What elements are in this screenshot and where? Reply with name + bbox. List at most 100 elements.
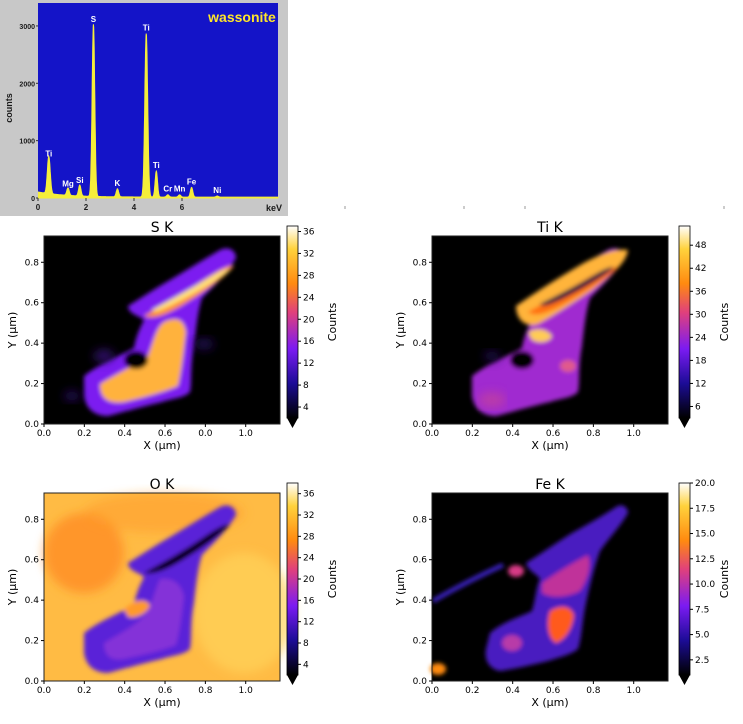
colorbar-gradient <box>286 482 299 676</box>
x-tick-label: 0.8 <box>586 686 601 696</box>
map-title: Ti K <box>536 220 563 236</box>
x-tick-label: 0.0 <box>37 686 52 696</box>
y-tick-label: 0.6 <box>413 556 428 566</box>
colorbar-tick-label: 36 <box>695 287 707 297</box>
y-tick-label: 3000 <box>19 24 35 31</box>
x-tick-label: 0.8 <box>198 686 213 696</box>
x-tick-label: 0.0 <box>198 429 213 439</box>
x-tick-label: 0.2 <box>465 686 479 696</box>
y-tick-label: 0.0 <box>413 677 428 687</box>
y-axis-label: Y (μm) <box>6 569 19 607</box>
map-title: S K <box>151 220 174 236</box>
x-tick-label: 4 <box>132 203 137 212</box>
colorbar-tick-label: 4 <box>303 403 309 413</box>
y-tick-label: 0.0 <box>25 420 40 430</box>
colorbar-gradient <box>678 482 691 676</box>
colorbar: 4 8 12 16 20 24 28 32 36 Counts <box>286 482 339 685</box>
map-s-k <box>43 235 281 425</box>
y-tick-label: 2000 <box>19 81 35 88</box>
x-tick-label: 1.0 <box>239 429 254 439</box>
colorbar-label: Counts <box>718 303 731 342</box>
colorbar-tick-label: 20 <box>303 315 315 325</box>
colorbar: 4 8 12 16 20 24 28 32 36 Counts <box>286 225 339 428</box>
x-axis-label: X (μm) <box>143 696 180 709</box>
colorbar-extend <box>287 418 298 428</box>
spectrum-title: wassonite <box>207 9 276 25</box>
y-tick-label: 0.2 <box>25 637 39 647</box>
colorbar-tick-label: 32 <box>303 511 314 521</box>
y-axis-label: Y (μm) <box>394 569 407 607</box>
colorbar-tick-label: 36 <box>303 227 315 237</box>
colorbar-tick-label: 18 <box>695 356 707 366</box>
peak-label-si: Si <box>76 176 84 185</box>
y-axis-label: Y (μm) <box>394 312 407 350</box>
x-tick-label: 1.0 <box>627 686 642 696</box>
axes-ti-k: Ti K 0.0 0.2 0.4 0.6 0.8 1.0 0.0 0.2 0.4 0.6 0.8 X (… <box>394 220 731 452</box>
x-tick-label: 0.4 <box>118 429 133 439</box>
colorbar-tick-label: 10.0 <box>695 580 715 590</box>
x-tick-label: 0.0 <box>37 429 52 439</box>
peak-label-ti: Ti <box>45 150 52 159</box>
y-tick-label: 0 <box>31 196 35 203</box>
x-tick-label: 0.0 <box>425 686 440 696</box>
colorbar-tick-label: 8 <box>303 639 309 649</box>
spectrum-plot-area <box>38 3 278 198</box>
x-tick-label: 0.2 <box>77 686 91 696</box>
map-fe-k <box>430 492 669 682</box>
colorbar-tick-label: 20.0 <box>695 479 715 489</box>
colorbar-extend <box>679 675 690 685</box>
map-axes: S K 0.0 0.2 0.4 0.6 0.0 1.0 0.0 0.2 0.4 0.6 0.8 X (μ… <box>6 220 731 709</box>
colorbar: 6 12 18 24 30 36 42 48 Counts <box>678 225 731 428</box>
peak-label-mn: Mn <box>174 185 186 194</box>
colorbar-tick-label: 12 <box>303 359 314 369</box>
y-tick-label: 0.2 <box>413 380 427 390</box>
colorbar-tick-label: 48 <box>695 241 707 251</box>
x-tick-label: 0.8 <box>586 429 601 439</box>
y-tick-label: 0.6 <box>25 556 40 566</box>
peak-label-mg: Mg <box>62 180 74 189</box>
colorbar-tick-label: 24 <box>303 554 315 564</box>
colorbar-tick-label: 42 <box>695 264 706 274</box>
x-tick-label: 0.6 <box>546 686 561 696</box>
x-tick-label: 0.2 <box>465 429 479 439</box>
peak-label-fe: Fe <box>187 177 197 186</box>
y-tick-label: 0.8 <box>25 515 40 525</box>
colorbar-gradient <box>678 225 691 419</box>
spectrum-ylabel: counts <box>4 93 14 123</box>
spectrum-xlabel: keV <box>266 203 282 213</box>
peak-label-ti: Ti <box>153 161 160 170</box>
peak-label-k: K <box>115 179 121 188</box>
x-tick-label: 1.0 <box>627 429 642 439</box>
colorbar-tick-label: 12 <box>303 618 314 628</box>
y-tick-label: 0.4 <box>413 596 428 606</box>
colorbar-gradient <box>286 225 299 419</box>
spectrum-y-ticks: 0 1000 2000 3000 <box>19 24 38 203</box>
colorbar-tick-label: 28 <box>303 271 315 281</box>
map-o-k <box>43 492 294 682</box>
peak-label-cr: Cr <box>163 185 172 194</box>
y-tick-label: 0.8 <box>413 258 428 268</box>
colorbar-tick-label: 6 <box>695 402 701 412</box>
y-tick-label: 0.6 <box>25 299 40 309</box>
colorbar-tick-label: 4 <box>303 660 309 670</box>
x-tick-label: 0.4 <box>506 686 521 696</box>
x-tick-label: 0.6 <box>158 429 173 439</box>
x-tick-label: 2 <box>84 203 89 212</box>
x-tick-label: 6 <box>180 203 185 212</box>
x-tick-label: 0 <box>36 203 41 212</box>
x-tick-label: 0.4 <box>506 429 521 439</box>
colorbar-tick-label: 5.0 <box>695 631 710 641</box>
axes-o-k: O K 0.0 0.2 0.4 0.6 0.8 1.0 0.0 0.2 0.4 0.6 0.8 X (μ… <box>6 477 339 709</box>
x-tick-label: 0.6 <box>158 686 173 696</box>
stray-marks <box>344 206 725 209</box>
x-tick-label: 0.0 <box>425 429 440 439</box>
colorbar-tick-label: 24 <box>303 293 315 303</box>
colorbar-label: Counts <box>326 303 339 342</box>
y-tick-label: 0.4 <box>25 596 40 606</box>
colorbar-tick-label: 36 <box>303 490 315 500</box>
x-tick-label: 0.4 <box>118 686 133 696</box>
y-tick-label: 0.4 <box>25 339 40 349</box>
